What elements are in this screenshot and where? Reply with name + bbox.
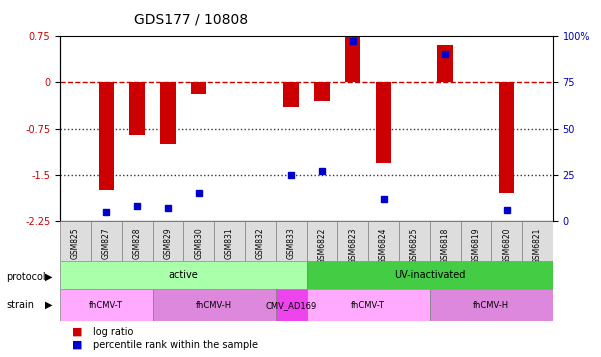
- Text: GSM6820: GSM6820: [502, 227, 511, 264]
- FancyBboxPatch shape: [276, 289, 307, 321]
- Text: GSM6818: GSM6818: [441, 227, 450, 263]
- FancyBboxPatch shape: [60, 221, 91, 261]
- FancyBboxPatch shape: [60, 289, 153, 321]
- FancyBboxPatch shape: [245, 221, 276, 261]
- Text: GSM825: GSM825: [71, 227, 80, 259]
- Text: ■: ■: [72, 327, 82, 337]
- FancyBboxPatch shape: [121, 221, 153, 261]
- Bar: [191, 82, 206, 95]
- Text: active: active: [168, 270, 198, 280]
- FancyBboxPatch shape: [153, 221, 183, 261]
- FancyBboxPatch shape: [91, 221, 121, 261]
- Text: CMV_AD169: CMV_AD169: [266, 301, 317, 310]
- Bar: [499, 82, 514, 193]
- Text: GSM6822: GSM6822: [317, 227, 326, 263]
- Bar: [345, 36, 361, 82]
- FancyBboxPatch shape: [153, 289, 276, 321]
- Text: fhCMV-T: fhCMV-T: [351, 301, 385, 310]
- Text: GSM832: GSM832: [256, 227, 265, 259]
- Bar: [160, 82, 175, 144]
- FancyBboxPatch shape: [214, 221, 245, 261]
- Bar: [314, 82, 329, 101]
- Text: GSM6821: GSM6821: [533, 227, 542, 263]
- Bar: [129, 82, 145, 135]
- Text: GSM6824: GSM6824: [379, 227, 388, 264]
- Text: ■: ■: [72, 340, 82, 350]
- Text: fhCMV-H: fhCMV-H: [196, 301, 232, 310]
- Text: log ratio: log ratio: [93, 327, 133, 337]
- FancyBboxPatch shape: [430, 221, 460, 261]
- FancyBboxPatch shape: [460, 221, 491, 261]
- FancyBboxPatch shape: [307, 289, 430, 321]
- FancyBboxPatch shape: [276, 221, 307, 261]
- Text: GSM829: GSM829: [163, 227, 172, 259]
- Text: GSM827: GSM827: [102, 227, 111, 259]
- FancyBboxPatch shape: [307, 221, 337, 261]
- Text: ▶: ▶: [45, 300, 52, 310]
- Text: GSM6823: GSM6823: [348, 227, 357, 264]
- Bar: [438, 45, 453, 82]
- Text: GSM830: GSM830: [194, 227, 203, 259]
- Text: percentile rank within the sample: percentile rank within the sample: [93, 340, 258, 350]
- Text: UV-inactivated: UV-inactivated: [394, 270, 465, 280]
- Text: GSM828: GSM828: [133, 227, 142, 259]
- Text: fhCMV-H: fhCMV-H: [473, 301, 510, 310]
- FancyBboxPatch shape: [522, 221, 553, 261]
- Text: GDS177 / 10808: GDS177 / 10808: [134, 12, 248, 27]
- Text: fhCMV-T: fhCMV-T: [90, 301, 123, 310]
- FancyBboxPatch shape: [60, 261, 307, 289]
- Bar: [284, 82, 299, 107]
- Text: GSM6819: GSM6819: [471, 227, 480, 264]
- Bar: [376, 82, 391, 162]
- FancyBboxPatch shape: [368, 221, 399, 261]
- Text: GSM833: GSM833: [287, 227, 296, 259]
- FancyBboxPatch shape: [307, 261, 553, 289]
- Text: protocol: protocol: [6, 272, 46, 282]
- Bar: [99, 82, 114, 190]
- FancyBboxPatch shape: [491, 221, 522, 261]
- FancyBboxPatch shape: [430, 289, 553, 321]
- Text: ▶: ▶: [45, 272, 52, 282]
- FancyBboxPatch shape: [183, 221, 214, 261]
- FancyBboxPatch shape: [337, 221, 368, 261]
- Text: GSM6825: GSM6825: [410, 227, 419, 264]
- Text: GSM831: GSM831: [225, 227, 234, 259]
- Text: strain: strain: [6, 300, 34, 310]
- FancyBboxPatch shape: [399, 221, 430, 261]
